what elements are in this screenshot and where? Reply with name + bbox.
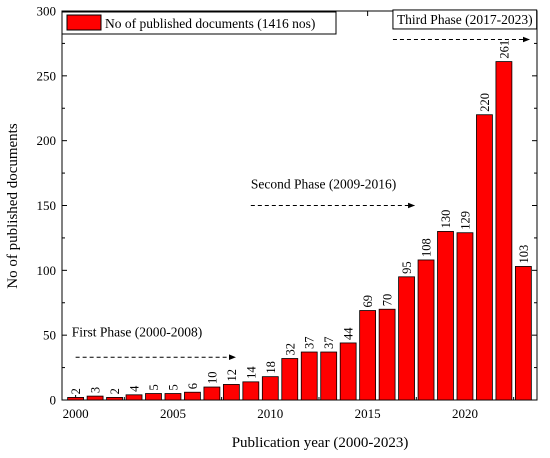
bar-value-label: 37 bbox=[303, 337, 317, 350]
legend-box bbox=[61, 11, 337, 35]
bar-value-label: 3 bbox=[89, 387, 103, 393]
bar-value-label: 108 bbox=[420, 238, 434, 257]
phase-annotation: Third Phase (2017-2023) bbox=[397, 12, 533, 27]
bar bbox=[495, 61, 513, 401]
bar bbox=[476, 114, 493, 401]
bar bbox=[456, 232, 474, 401]
bar bbox=[417, 259, 435, 401]
bar bbox=[514, 266, 532, 401]
y-tick-label: 200 bbox=[37, 133, 57, 148]
y-tick-label: 300 bbox=[37, 4, 57, 19]
bar-value-label: 69 bbox=[361, 295, 375, 308]
bar-value-label: 14 bbox=[244, 366, 258, 379]
y-tick-label: 150 bbox=[37, 198, 57, 213]
bar bbox=[300, 351, 318, 401]
phase-annotation: Second Phase (2009-2016) bbox=[251, 177, 396, 192]
legend-label: No of published documents (1416 nos) bbox=[105, 16, 315, 31]
bar bbox=[67, 397, 85, 401]
bar bbox=[242, 381, 260, 401]
bar-value-label: 220 bbox=[478, 93, 492, 112]
legend: No of published documents (1416 nos) bbox=[61, 11, 337, 35]
y-tick-label: 0 bbox=[50, 393, 57, 408]
x-tick-label: 2020 bbox=[452, 406, 478, 421]
y-tick-label: 250 bbox=[37, 68, 57, 83]
bar bbox=[339, 342, 357, 401]
bar bbox=[359, 310, 377, 401]
bar-value-label: 32 bbox=[283, 343, 297, 356]
x-tick-label: 2000 bbox=[63, 406, 89, 421]
x-axis-label: Publication year (2000-2023) bbox=[232, 435, 409, 451]
bar-value-label: 2 bbox=[69, 388, 83, 394]
annotations: First Phase (2000-2008) Second Phase (200… bbox=[72, 9, 538, 361]
bar bbox=[164, 393, 182, 401]
bar bbox=[125, 394, 143, 401]
phase-annotation: First Phase (2000-2008) bbox=[72, 324, 203, 339]
bar bbox=[378, 308, 396, 401]
bar-value-label: 12 bbox=[225, 369, 239, 382]
bar-value-label: 5 bbox=[147, 384, 161, 390]
y-tick-label: 50 bbox=[43, 328, 56, 343]
bar bbox=[106, 397, 123, 401]
legend-swatch bbox=[66, 14, 102, 31]
bar-value-label: 130 bbox=[439, 210, 453, 229]
bar bbox=[203, 386, 221, 401]
bar bbox=[320, 351, 338, 401]
bar-value-label: 5 bbox=[166, 384, 180, 390]
bar bbox=[261, 376, 279, 401]
bars bbox=[67, 61, 532, 401]
x-tick-label: 2005 bbox=[160, 406, 186, 421]
bar-value-label: 2 bbox=[108, 388, 122, 394]
bar-value-label: 95 bbox=[400, 261, 414, 274]
phase-annotation-box bbox=[392, 9, 538, 30]
x-tick-label: 2015 bbox=[355, 406, 381, 421]
bar bbox=[437, 231, 454, 401]
bar-value-label: 70 bbox=[381, 294, 395, 307]
bar-value-label: 129 bbox=[458, 211, 472, 230]
bar-value-label: 4 bbox=[128, 385, 142, 392]
axes: 0 50 100 150 200 250 300 2000 2005 2010 2015 2020 bbox=[37, 4, 538, 421]
bar bbox=[86, 395, 104, 401]
bar bbox=[398, 276, 415, 401]
bar bbox=[281, 358, 299, 401]
bar bbox=[222, 384, 240, 401]
bar-value-label: 10 bbox=[205, 372, 219, 385]
bar-value-label: 37 bbox=[322, 337, 336, 350]
bar-value-label: 44 bbox=[342, 327, 356, 340]
bar bbox=[184, 391, 201, 401]
y-axis-label: No of published documents bbox=[5, 123, 21, 289]
y-tick-label: 100 bbox=[37, 263, 57, 278]
bar bbox=[145, 393, 162, 401]
bar-value-label: 261 bbox=[497, 40, 511, 59]
bar-value-label: 103 bbox=[517, 245, 531, 264]
bar-value-label: 18 bbox=[264, 361, 278, 374]
x-tick-label: 2010 bbox=[257, 406, 283, 421]
bar-value-label: 6 bbox=[186, 383, 200, 389]
